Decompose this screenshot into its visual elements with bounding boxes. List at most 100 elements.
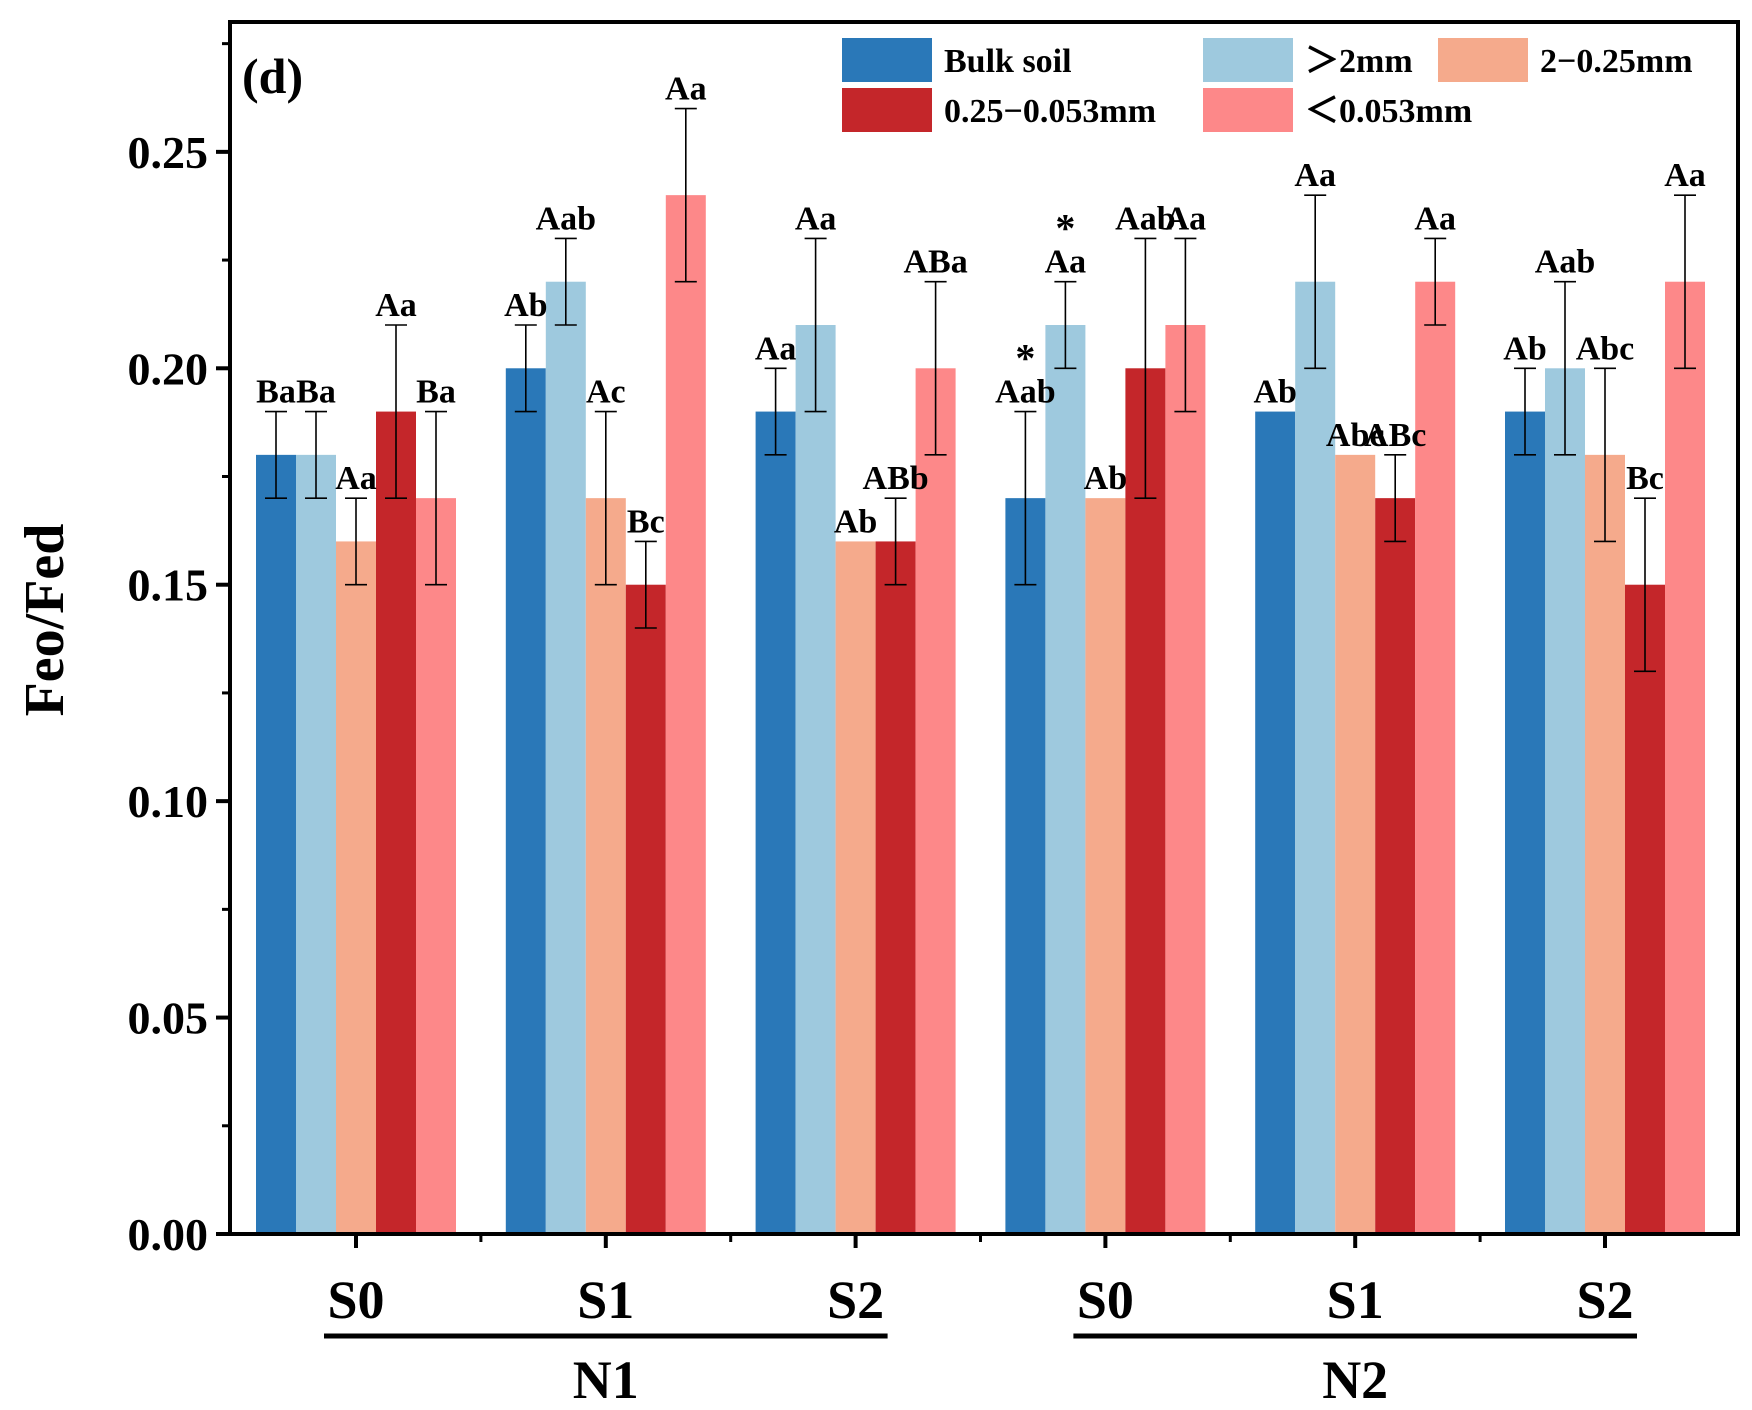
bar-series1-cat1 bbox=[545, 281, 586, 1234]
sig-label-series3-cat4: ABc bbox=[1364, 417, 1426, 454]
legend-label-1: ＞2mm bbox=[1305, 43, 1413, 80]
error-bar-series4-cat4 bbox=[1424, 237, 1447, 326]
bar-series2-cat3 bbox=[1085, 498, 1126, 1235]
bar-series3-cat2 bbox=[875, 541, 916, 1234]
error-bar-series2-cat1 bbox=[594, 410, 617, 586]
bar-series4-cat0 bbox=[416, 498, 456, 1235]
error-bar-series4-cat2 bbox=[924, 280, 947, 456]
bar-series0-cat0 bbox=[256, 454, 296, 1234]
y-tick-label-0: 0.00 bbox=[128, 1209, 209, 1260]
x-tick-label-4: S1 bbox=[1327, 1270, 1384, 1330]
bar-series0-cat5 bbox=[1505, 411, 1545, 1235]
y-axis-label: Feo/Fed bbox=[14, 524, 76, 717]
bar-series3-cat1 bbox=[625, 584, 666, 1234]
legend-item-3: 0.25−0.053mm bbox=[842, 88, 1156, 132]
plot-frame bbox=[228, 20, 1740, 1236]
y-tick-label-4: 0.20 bbox=[128, 343, 209, 394]
bar-series1-cat4 bbox=[1295, 281, 1336, 1234]
sig-label-series0-cat1: Ab bbox=[504, 287, 547, 324]
sig-label-series4-cat5: Aa bbox=[1664, 157, 1706, 194]
x-tick-label-5: S2 bbox=[1576, 1270, 1633, 1330]
bar-series4-cat3 bbox=[1165, 325, 1206, 1234]
sig-label-series4-cat0: Ba bbox=[416, 374, 456, 411]
error-bar-series3-cat3 bbox=[1134, 237, 1157, 499]
legend-label-3: 0.25−0.053mm bbox=[944, 93, 1156, 130]
x-tick-label-0: S0 bbox=[327, 1270, 384, 1330]
error-bars-layer bbox=[265, 107, 1696, 673]
panel-label: (d) bbox=[242, 48, 303, 104]
sig-label-series2-cat4: Abc bbox=[1326, 417, 1385, 454]
error-bar-series3-cat5 bbox=[1634, 497, 1656, 673]
error-bar-series1-cat1 bbox=[554, 237, 577, 326]
sig-label-series2-cat5: Abc bbox=[1576, 330, 1635, 367]
axes-layer: 0.00 0.05 0.10 0.15 0.20 0.25 S0 S1 S2 S0 S1 S2 N1 N2 bbox=[128, 20, 1740, 1410]
group-label-0: N1 bbox=[573, 1350, 639, 1410]
significance-star-0: * bbox=[1015, 336, 1035, 381]
error-bar-series0-cat0 bbox=[265, 410, 287, 499]
error-bar-series3-cat1 bbox=[634, 540, 657, 629]
error-bar-series1-cat4 bbox=[1304, 194, 1327, 370]
y-tick-label-1: 0.05 bbox=[128, 993, 209, 1044]
bar-series4-cat1 bbox=[665, 195, 706, 1235]
legend-label-2: 2−0.25mm bbox=[1540, 43, 1693, 80]
error-bar-series1-cat2 bbox=[804, 237, 827, 413]
sig-label-series3-cat5: Bc bbox=[1626, 460, 1664, 497]
y-tick-label-2: 0.10 bbox=[128, 776, 209, 827]
legend: Bulk soil ＞2mm 2−0.25mm 0.25−0.053mm ＜0.053m… bbox=[842, 38, 1693, 132]
y-tick-label-3: 0.15 bbox=[128, 560, 209, 611]
legend-swatch-0 bbox=[842, 38, 932, 82]
sig-label-series3-cat2: ABb bbox=[863, 460, 929, 497]
sig-label-series1-cat1: Aab bbox=[536, 200, 596, 237]
legend-label-0: Bulk soil bbox=[944, 43, 1072, 80]
error-bar-series4-cat1 bbox=[674, 107, 697, 283]
sig-label-series2-cat1: Ac bbox=[586, 374, 626, 411]
sig-label-series4-cat3: Aa bbox=[1165, 200, 1207, 237]
bar-series2-cat4 bbox=[1335, 454, 1376, 1234]
bar-series3-cat4 bbox=[1375, 498, 1416, 1235]
x-tick-label-3: S0 bbox=[1077, 1270, 1134, 1330]
error-bar-series1-cat3 bbox=[1054, 280, 1077, 370]
bar-series4-cat2 bbox=[915, 368, 956, 1234]
error-bar-series3-cat2 bbox=[884, 497, 907, 586]
sig-label-series2-cat0: Aa bbox=[335, 460, 377, 497]
legend-label-4: ＜0.053mm bbox=[1305, 93, 1472, 130]
bar-series3-cat0 bbox=[376, 411, 416, 1235]
legend-item-4: ＜0.053mm bbox=[1203, 88, 1472, 132]
bar-series3-cat3 bbox=[1125, 368, 1166, 1234]
legend-item-2: 2−0.25mm bbox=[1438, 38, 1693, 82]
error-bar-series4-cat0 bbox=[425, 410, 447, 586]
sig-label-series0-cat0: Ba bbox=[256, 374, 296, 411]
error-bar-series2-cat5 bbox=[1594, 367, 1616, 543]
sig-label-series3-cat3: Aab bbox=[1115, 200, 1175, 237]
legend-item-1: ＞2mm bbox=[1203, 38, 1413, 82]
bar-series2-cat2 bbox=[835, 541, 876, 1234]
error-bar-series4-cat5 bbox=[1674, 194, 1696, 370]
sig-label-series1-cat4: Aa bbox=[1294, 157, 1336, 194]
y-tick-label-5: 0.25 bbox=[128, 127, 209, 178]
sig-label-series0-cat3: Aab bbox=[995, 374, 1055, 411]
sig-label-series3-cat0: Aa bbox=[375, 287, 417, 324]
sig-label-series0-cat5: Ab bbox=[1503, 330, 1546, 367]
sig-label-series4-cat4: Aa bbox=[1414, 200, 1456, 237]
legend-swatch-4 bbox=[1203, 88, 1293, 132]
legend-swatch-3 bbox=[842, 88, 932, 132]
group-label-1: N2 bbox=[1322, 1350, 1388, 1410]
bar-series2-cat0 bbox=[336, 541, 376, 1234]
bar-series2-cat5 bbox=[1585, 454, 1625, 1234]
x-tick-label-1: S1 bbox=[577, 1270, 634, 1330]
sig-label-series4-cat1: Aa bbox=[665, 71, 707, 108]
bar-series0-cat4 bbox=[1255, 411, 1296, 1235]
sig-label-series2-cat2: Ab bbox=[834, 503, 877, 540]
bar-series1-cat3 bbox=[1045, 325, 1086, 1234]
bar-series1-cat2 bbox=[795, 325, 836, 1234]
sig-label-series1-cat3: Aa bbox=[1045, 244, 1087, 281]
sig-label-series1-cat2: Aa bbox=[795, 200, 837, 237]
bar-series4-cat5 bbox=[1665, 281, 1705, 1234]
error-bar-series0-cat3 bbox=[1014, 410, 1037, 586]
legend-swatch-1 bbox=[1203, 38, 1293, 82]
error-bar-series0-cat1 bbox=[514, 324, 537, 413]
error-bar-series3-cat0 bbox=[385, 324, 407, 499]
sig-label-series4-cat2: ABa bbox=[903, 244, 967, 281]
